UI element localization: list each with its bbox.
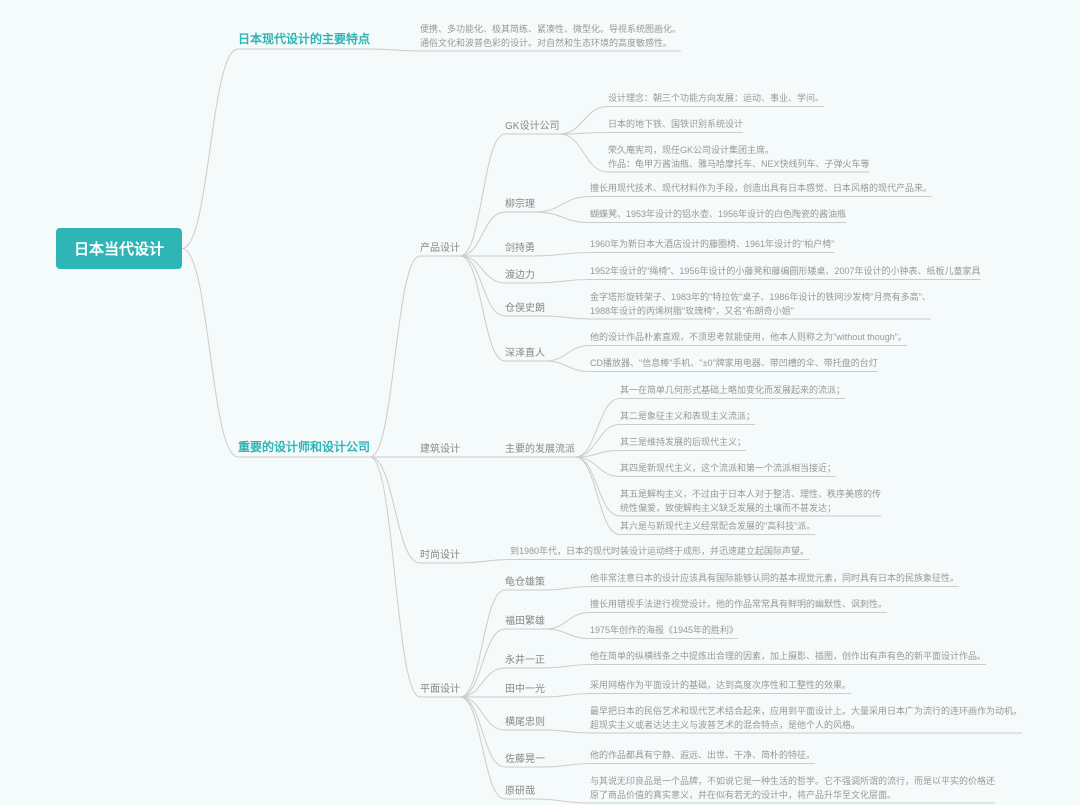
leaf-text: 其五是解构主义，不过由于日本人对于整洁、理性、秩序美感的传统性偏爱，致使解构主义… [620,488,881,515]
child-node: GK设计公司 [505,117,559,132]
leaf-text: 便携、多功能化、极其简练、紧凑性、微型化。导视系统图画化。通俗文化和波普色彩的设… [420,23,681,50]
leaf-text: 他在简单的纵横线条之中提炼出合理的因素，加上摄影、插图，创作出有声有色的新平面设… [590,650,986,664]
leaf-text: 擅长用错视手法进行视觉设计。他的作品常常具有鲜明的幽默性、讽刺性。 [590,598,887,612]
child-node: 主要的发展流派 [505,440,575,455]
child-node: 佐藤晃一 [505,750,545,765]
child-node: 永井一正 [505,651,545,666]
leaf-text: 其三是维持发展的后现代主义； [620,436,746,450]
branch-designers: 重要的设计师和设计公司 [238,438,370,455]
child-node: 龟仓雄策 [505,573,545,588]
branch-features: 日本现代设计的主要特点 [238,30,370,47]
leaf-text: 其一在简单几何形式基础上略加变化而发展起来的流派； [620,384,845,398]
leaf-text: 日本的地下铁、国铁识别系统设计 [608,118,743,132]
child-node: 田中一光 [505,680,545,695]
category-node: 平面设计 [420,680,460,695]
leaf-text: 1952年设计的"绳椅"、1956年设计的小藤凳和藤编圆形矮桌、2007年设计的… [590,265,980,279]
leaf-text: 其四是新现代主义，这个流派和第一个流派相当接近； [620,462,836,476]
child-node: 横尾忠则 [505,713,545,728]
leaf-text: 擅长用现代技术、现代材料作为手段，创造出具有日本感觉、日本风格的现代产品来。 [590,182,932,196]
child-node: 福田繁雄 [505,612,545,627]
leaf-text: 他非常注意日本的设计应该具有国际能够认同的基本视觉元素，同时具有日本的民族象征性… [590,572,959,586]
leaf-text: 到1980年代，日本的现代时装设计运动终于成形，并迅速建立起国际声望。 [510,545,809,559]
leaf-text: CD播放器、"信息棒"手机、"±0"牌家用电器、带凹槽的伞、带托盘的台灯 [590,357,878,371]
leaf-text: 其二是象征主义和表现主义流派； [620,410,755,424]
leaf-text: 1960年为新日本大酒店设计的藤圈椅、1961年设计的"柏户椅" [590,238,834,252]
leaf-text: 荣久庵宪司，现任GK公司设计集团主席。作品：龟甲万酱油瓶、雅马哈摩托车、NEX快… [608,144,870,171]
leaf-text: 采用网格作为平面设计的基础，达到高度次序性和工整性的效果。 [590,679,851,693]
leaf-text: 其六是与新现代主义经常配合发展的"高科技"派。 [620,520,815,534]
leaf-text: 蝴蝶凳、1953年设计的铝水壶、1956年设计的白色陶瓷的酱油瓶 [590,208,846,222]
leaf-text: 1975年创作的海报《1945年的胜利》 [590,624,738,638]
leaf-text: 金字塔形旋转架子、1983年的"特拉佐"桌子、1986年设计的铁网沙发椅"月亮有… [590,291,931,318]
category-node: 建筑设计 [420,440,460,455]
leaf-text: 他的设计作品朴素直观，不须思考就能使用，他本人则称之为"without thou… [590,331,907,345]
leaf-text: 他的作品都具有宁静、遐远、出世、干净、简朴的特征。 [590,749,815,763]
child-node: 仓俣史朗 [505,299,545,314]
child-node: 剑持勇 [505,239,535,254]
child-node: 深泽直人 [505,344,545,359]
leaf-text: 最早把日本的民俗艺术和现代艺术结合起来，应用到平面设计上。大量采用日本广为流行的… [590,705,1022,732]
root-node: 日本当代设计 [56,228,182,269]
leaf-text: 设计理念：朝三个功能方向发展：运动、事业、学问。 [608,92,824,106]
category-node: 时尚设计 [420,546,460,561]
child-node: 渡边力 [505,266,535,281]
child-node: 原研哉 [505,782,535,797]
child-node: 柳宗理 [505,195,535,210]
leaf-text: 与其说无印良品是一个品牌，不如说它是一种生活的哲学。它不强调所谓的流行，而是以平… [590,775,995,802]
category-node: 产品设计 [420,239,460,254]
